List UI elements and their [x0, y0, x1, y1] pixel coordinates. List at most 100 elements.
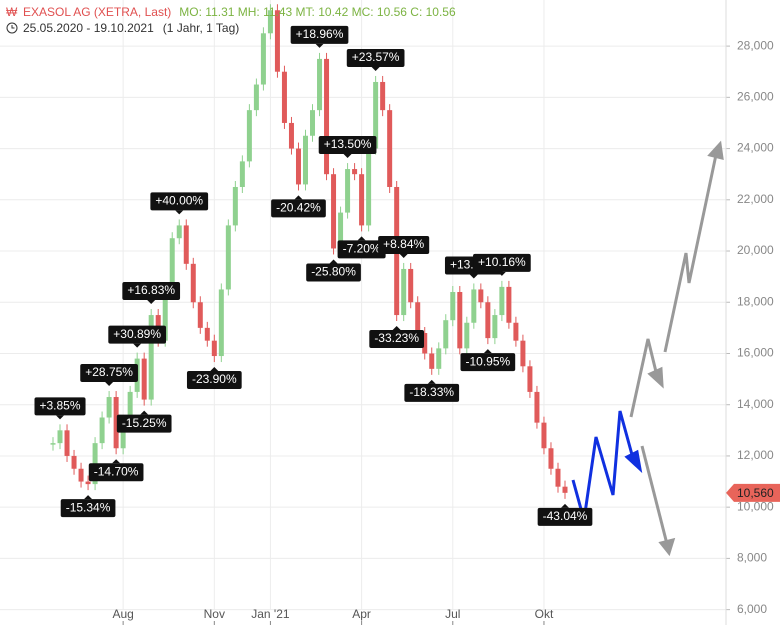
candle	[555, 468, 561, 487]
candle	[387, 110, 393, 187]
candle	[78, 468, 84, 482]
annotation-pointer	[315, 43, 324, 48]
candle	[422, 332, 428, 354]
gray-arrow-down	[640, 445, 670, 549]
annotation-box	[60, 499, 116, 518]
annotation-label: -25.80%	[311, 265, 356, 279]
candle	[120, 425, 126, 449]
candle	[562, 486, 568, 493]
y-tick-label: 8,000	[737, 551, 767, 565]
candle	[50, 443, 56, 445]
blue-zigzag	[571, 410, 636, 521]
annotation-box	[318, 136, 377, 155]
candle	[99, 417, 105, 444]
y-tick-label: 28,000	[737, 38, 774, 52]
last-price-label: 10,560	[737, 486, 774, 500]
candle	[513, 322, 519, 341]
candle	[274, 10, 280, 72]
candle	[71, 455, 77, 469]
candle	[232, 186, 238, 226]
candle	[450, 292, 456, 321]
annotation-box	[271, 199, 326, 218]
annotation-label: +13.50%	[324, 137, 372, 151]
stats: MO: 11.31 MH: 11.43 MT: 10.42 MC: 10.56 …	[179, 5, 456, 19]
candle	[352, 169, 358, 175]
annotation-box	[460, 353, 516, 372]
candle	[141, 358, 147, 400]
annotation-label: -10.95%	[465, 354, 510, 368]
candle	[443, 320, 449, 349]
candle	[197, 302, 203, 328]
chart-title: EXASOL AG (XETRA, Last)	[23, 5, 171, 19]
candle	[485, 302, 491, 339]
candle	[317, 58, 323, 111]
gray-arrow-up2	[663, 149, 719, 353]
logo: ₩	[6, 5, 18, 19]
annotation-pointer	[133, 343, 142, 348]
annotation-box	[116, 414, 172, 433]
candle	[324, 58, 330, 175]
candle	[57, 430, 63, 444]
annotation-box	[88, 463, 144, 482]
annotation-box	[337, 240, 386, 259]
annotation-box	[34, 397, 86, 416]
candle	[534, 391, 540, 423]
clock-icon	[6, 22, 18, 34]
annotation-pointer	[210, 367, 219, 372]
annotation-label: -15.34%	[66, 500, 111, 514]
annotation-box	[122, 282, 181, 301]
candle	[380, 81, 386, 111]
y-tick-label: 14,000	[737, 397, 774, 411]
y-tick-label: 26,000	[737, 90, 774, 104]
header: ₩ EXASOL AG (XETRA, Last) MO: 11.31 MH: …	[6, 5, 456, 35]
candle	[106, 397, 112, 418]
candle	[253, 84, 259, 111]
annotation-box	[404, 383, 460, 402]
candle	[176, 225, 182, 239]
annotation-pointer	[56, 415, 65, 420]
annotation-label: +28.75%	[85, 365, 133, 379]
last-price-badge	[726, 483, 780, 502]
candle	[211, 340, 217, 357]
candle	[310, 110, 316, 136]
annotation-label: -15.25%	[122, 416, 167, 430]
candle	[127, 391, 133, 426]
annotation-pointer	[175, 210, 184, 215]
annotation-label: +30.89%	[113, 327, 161, 341]
y-tick-label: 24,000	[737, 141, 774, 155]
annotation-box	[290, 25, 349, 44]
candle	[295, 148, 301, 185]
candle	[190, 263, 196, 303]
gray-arrowhead	[658, 537, 676, 557]
annotation-label: -7.20%	[343, 242, 381, 256]
annotation-label: -43.04%	[543, 509, 588, 523]
candle	[183, 225, 189, 264]
candle	[246, 110, 252, 162]
annotation-label: +23.57%	[352, 50, 400, 64]
candle	[302, 135, 308, 185]
candle	[260, 33, 266, 85]
annotation-box	[150, 192, 209, 211]
x-tick-label: Aug	[112, 607, 133, 621]
blue-arrowhead	[624, 449, 643, 474]
period-note: (1 Jahr, 1 Tag)	[163, 21, 240, 35]
candle	[492, 315, 498, 339]
annotation-box	[473, 253, 531, 272]
candle	[506, 286, 512, 323]
annotation-label: -18.33%	[409, 385, 454, 399]
gray-arrow-up1	[629, 338, 660, 418]
gray-arrowhead	[707, 140, 724, 160]
y-tick-label: 6,000	[737, 602, 767, 616]
y-tick-label: 18,000	[737, 294, 774, 308]
annotation-pointer	[84, 495, 93, 500]
candle	[218, 289, 224, 357]
candle	[548, 448, 554, 469]
annotation-layer: +3.85% -15.34% +28.75% -14.70% +30.89% -15.25…	[34, 25, 593, 526]
annotation-pointer	[392, 326, 401, 331]
x-tick-label: Jan '21	[251, 607, 290, 621]
annotation-pointer	[371, 66, 380, 71]
annotation-pointer	[112, 459, 121, 464]
candle	[429, 353, 435, 369]
